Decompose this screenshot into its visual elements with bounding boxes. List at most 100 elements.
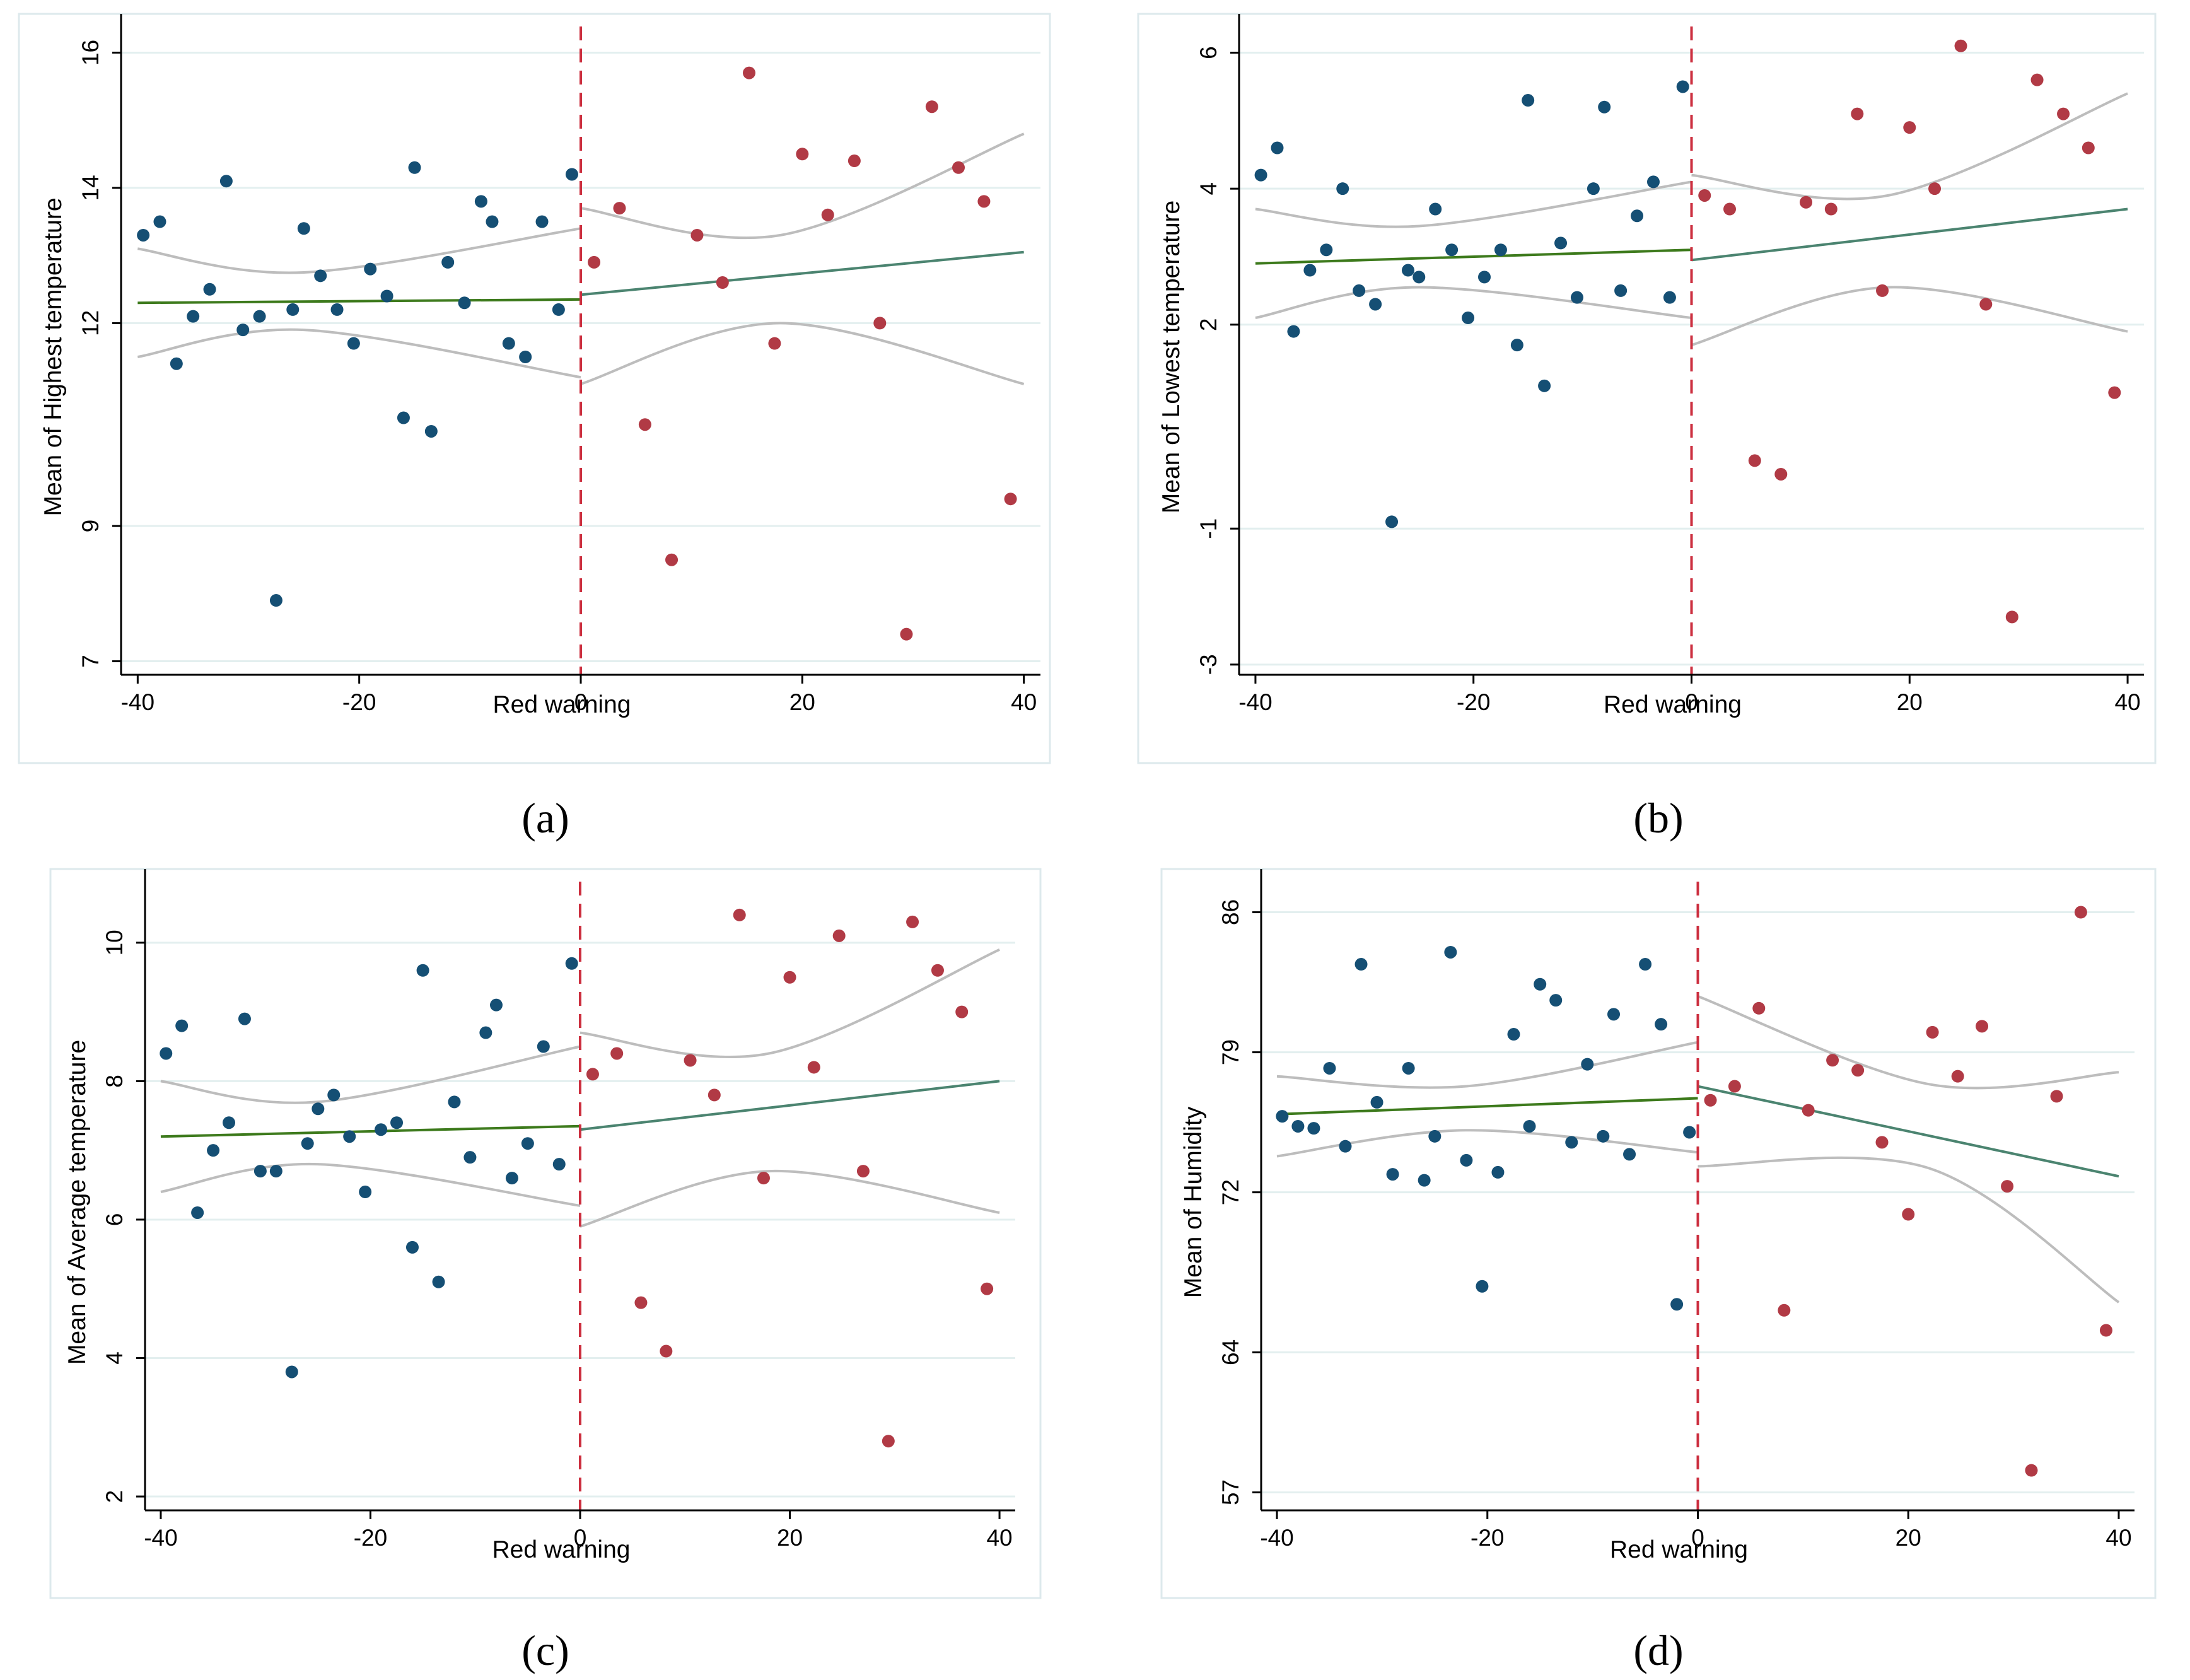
data-point-before [416, 964, 429, 977]
x-tick-label: -40 [1260, 1525, 1293, 1551]
data-point-after [955, 1005, 969, 1018]
chart-panel-1: 7 9 12 14 16 -40 -20 0 20 40 Red warning Mean of Hi… [18, 13, 1051, 842]
data-point-after [1698, 189, 1711, 202]
data-point-after [743, 66, 756, 79]
x-tick-label: 20 [777, 1525, 803, 1551]
data-point-before [448, 1095, 461, 1109]
y-tick-label: 6 [102, 1213, 127, 1227]
y-tick-label: 16 [78, 40, 103, 66]
data-point-before [502, 337, 515, 350]
data-point-before [1336, 182, 1349, 195]
x-tick-label: 0 [574, 1525, 587, 1551]
data-point-before [1522, 94, 1535, 107]
data-point-before [1254, 168, 1267, 182]
panel-label: (b) [1633, 794, 1683, 842]
data-point-after [873, 317, 887, 330]
data-point-before [1354, 958, 1368, 971]
data-point-after [783, 971, 796, 984]
data-point-before [1476, 1280, 1489, 1293]
data-point-before [1287, 325, 1300, 338]
data-point-before [191, 1206, 204, 1219]
data-point-before [286, 303, 300, 316]
x-tick-label: 40 [2106, 1525, 2131, 1551]
y-tick-label: 79 [1218, 1039, 1244, 1065]
x-tick-label: 20 [1897, 689, 1923, 715]
data-point-after [638, 418, 651, 431]
y-tick-label: 4 [102, 1351, 127, 1365]
data-point-before [1655, 1018, 1668, 1031]
data-point-before [223, 1116, 236, 1129]
data-point-after [1778, 1304, 1791, 1317]
data-point-after [1800, 195, 1813, 209]
data-point-after [586, 1068, 599, 1081]
data-point-before [153, 215, 166, 228]
data-point-before [375, 1123, 388, 1136]
data-point-before [408, 161, 421, 174]
ci-left-upper-band [1255, 180, 1692, 228]
y-tick-label: 14 [78, 175, 103, 201]
data-point-after [1851, 1064, 1865, 1077]
fit-line-left [1255, 248, 1692, 265]
ci-right-upper-band [580, 948, 1000, 1059]
ci-left-lower-band [1276, 1129, 1698, 1158]
y-tick-label: 72 [1218, 1179, 1244, 1205]
panel-label: (d) [1633, 1626, 1683, 1674]
data-point-after [1802, 1104, 1815, 1117]
data-point-after [900, 627, 913, 641]
data-point-before [565, 168, 578, 181]
y-tick-label: 4 [1196, 182, 1221, 195]
data-point-before [219, 175, 233, 188]
x-tick-label: -20 [1457, 689, 1490, 715]
data-point-before [314, 269, 327, 283]
data-point-after [856, 1165, 870, 1178]
data-point-before [207, 1144, 220, 1157]
data-point-before [1291, 1119, 1305, 1133]
data-point-before [1320, 243, 1333, 257]
data-point-after [2108, 386, 2121, 399]
data-point-before [1549, 994, 1563, 1007]
data-point-after [2005, 610, 2018, 624]
data-point-before [1462, 312, 1475, 325]
data-point-before [1323, 1061, 1336, 1075]
data-point-after [1004, 493, 1017, 506]
data-point-before [1402, 1061, 1415, 1075]
data-point-before [1623, 1148, 1636, 1161]
y-tick-label: 2 [1196, 318, 1221, 332]
data-point-before [552, 303, 565, 316]
data-point-before [1307, 1122, 1320, 1135]
data-point-before [1460, 1153, 1473, 1167]
chart-panel-4: 57 64 72 79 86 -40 -20 0 20 40 Red warning Mean of … [1160, 868, 2157, 1674]
data-point-after [660, 1345, 673, 1358]
data-point-before [521, 1137, 534, 1150]
data-point-after [796, 148, 809, 161]
data-point-after [634, 1296, 648, 1309]
data-point-before [170, 357, 183, 370]
y-tick-label: 7 [78, 655, 103, 668]
data-point-before [1676, 80, 1689, 93]
y-tick-label: 64 [1218, 1339, 1244, 1365]
panel-label: (a) [521, 794, 569, 842]
x-tick-label: 40 [2114, 689, 2140, 715]
y-tick-label: 6 [1196, 46, 1221, 59]
ci-left-upper-band [160, 1045, 581, 1104]
data-point-before [238, 1012, 251, 1025]
data-point-after [931, 964, 944, 977]
data-point-after [977, 195, 991, 208]
data-point-before [1598, 100, 1611, 114]
fit-line-right [1691, 207, 2128, 262]
data-point-before [432, 1275, 445, 1288]
data-point-before [175, 1019, 189, 1032]
y-axis-title: Mean of Average temperature [64, 1040, 91, 1365]
x-tick-label: 20 [1896, 1525, 1921, 1551]
data-point-before [1646, 175, 1660, 189]
data-point-before [327, 1088, 341, 1102]
x-tick-label: 20 [789, 689, 815, 715]
data-point-before [1478, 271, 1491, 284]
data-point-before [1614, 284, 1628, 297]
data-point-before [160, 1047, 173, 1060]
data-point-before [1683, 1126, 1696, 1139]
data-point-before [1565, 1136, 1578, 1149]
data-point-before [269, 594, 282, 607]
data-point-before [364, 262, 377, 276]
data-point-after [716, 276, 729, 289]
